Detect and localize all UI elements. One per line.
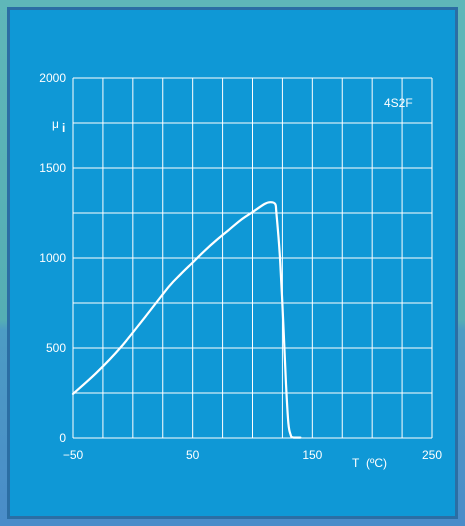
legend-label: 4S2F (384, 96, 413, 110)
y-tick-label: 2000 (39, 71, 66, 85)
y-axis-label: μ (52, 117, 59, 131)
y-tick-label: 500 (46, 341, 66, 355)
x-tick-label: 250 (422, 448, 442, 462)
series-line-4s2f (71, 201, 302, 439)
y-axis-label-subscript: i (62, 121, 65, 135)
x-tick-label: −50 (63, 448, 84, 462)
x-tick-label: 150 (302, 448, 322, 462)
y-tick-label: 0 (59, 431, 66, 445)
x-axis-unit: (ºC) (366, 456, 387, 470)
y-tick-label: 1000 (39, 251, 66, 265)
x-axis-label: T (352, 456, 360, 470)
y-tick-label: 1500 (39, 161, 66, 175)
tick-labels: 0 500 1000 1500 2000 −50 50 150 250 (39, 71, 442, 462)
chart-panel (7, 7, 458, 519)
grid (72, 77, 433, 439)
x-tick-label: 50 (186, 448, 200, 462)
